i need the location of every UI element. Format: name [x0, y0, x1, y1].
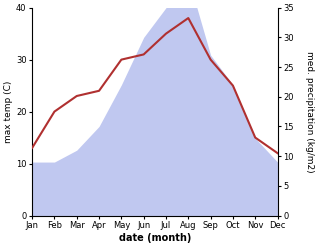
Y-axis label: med. precipitation (kg/m2): med. precipitation (kg/m2) — [305, 51, 314, 172]
Y-axis label: max temp (C): max temp (C) — [4, 80, 13, 143]
X-axis label: date (month): date (month) — [119, 233, 191, 243]
